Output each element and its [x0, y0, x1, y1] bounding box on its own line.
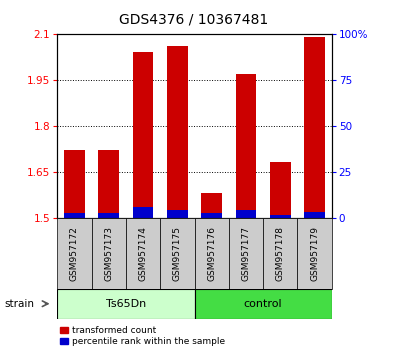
Bar: [236, 74, 256, 218]
Bar: [167, 46, 188, 218]
Bar: [98, 150, 119, 218]
Bar: [167, 210, 188, 218]
Bar: [305, 37, 325, 218]
Bar: [195, 289, 332, 319]
Text: GSM957172: GSM957172: [70, 225, 79, 281]
Bar: [263, 218, 297, 289]
Bar: [160, 218, 195, 289]
Text: GSM957178: GSM957178: [276, 225, 285, 281]
Bar: [98, 213, 119, 218]
Text: GSM957179: GSM957179: [310, 225, 319, 281]
Bar: [236, 210, 256, 218]
Bar: [92, 218, 126, 289]
Legend: transformed count, percentile rank within the sample: transformed count, percentile rank withi…: [60, 326, 225, 346]
Text: GSM957177: GSM957177: [241, 225, 250, 281]
Bar: [126, 218, 160, 289]
Text: Ts65Dn: Ts65Dn: [106, 298, 146, 309]
Bar: [270, 162, 291, 218]
Bar: [64, 150, 85, 218]
Bar: [270, 215, 291, 218]
Text: strain: strain: [4, 299, 34, 309]
Bar: [195, 218, 229, 289]
Text: GDS4376 / 10367481: GDS4376 / 10367481: [119, 12, 268, 27]
Bar: [133, 207, 153, 218]
Text: GSM957173: GSM957173: [104, 225, 113, 281]
Bar: [229, 218, 263, 289]
Text: GSM957176: GSM957176: [207, 225, 216, 281]
Bar: [57, 218, 92, 289]
Bar: [133, 52, 153, 218]
Bar: [201, 193, 222, 218]
Bar: [297, 218, 332, 289]
Bar: [57, 289, 195, 319]
Text: GSM957175: GSM957175: [173, 225, 182, 281]
Text: control: control: [244, 298, 282, 309]
Bar: [64, 213, 85, 218]
Bar: [305, 212, 325, 218]
Bar: [201, 213, 222, 218]
Text: GSM957174: GSM957174: [139, 225, 148, 281]
